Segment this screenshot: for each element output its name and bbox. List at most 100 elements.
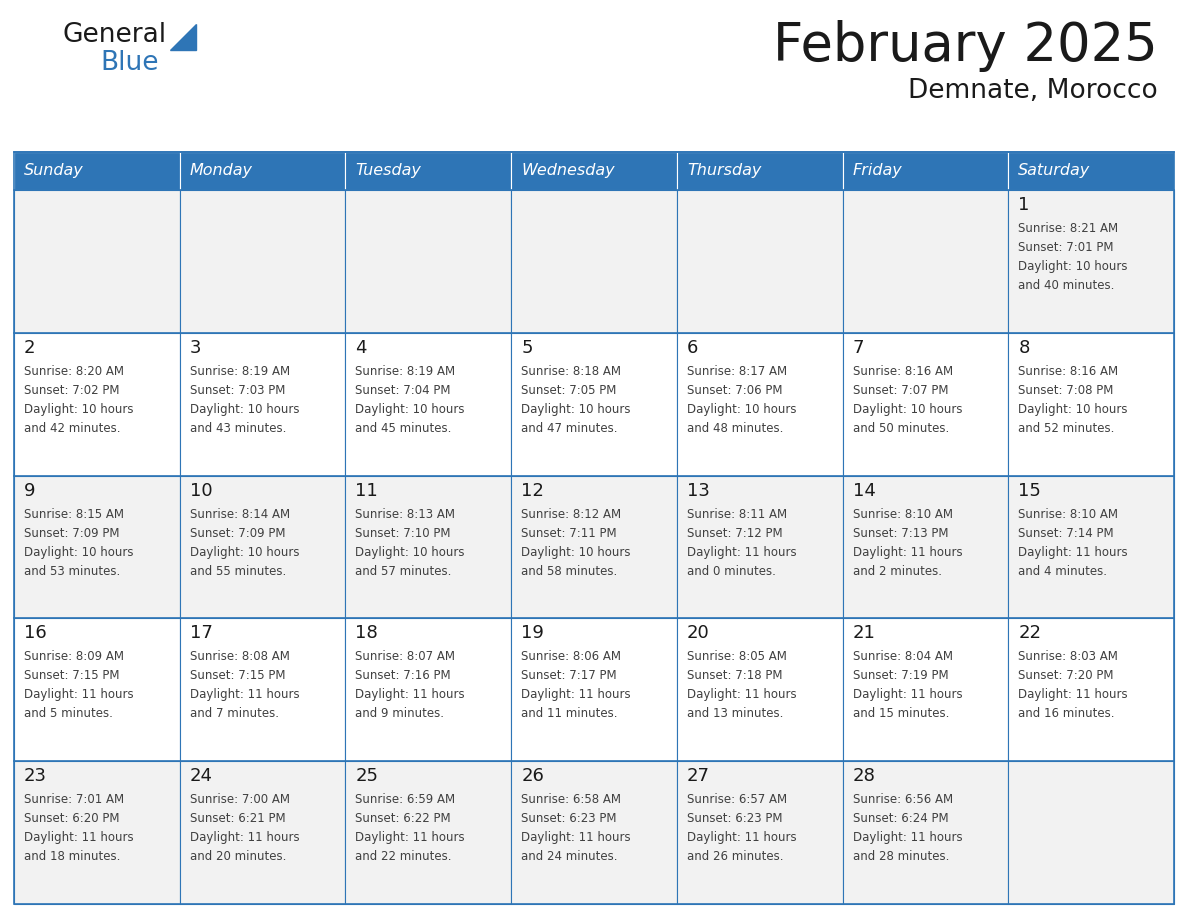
Text: Daylight: 10 hours: Daylight: 10 hours xyxy=(687,403,796,416)
Bar xyxy=(14,761,179,904)
Text: 8: 8 xyxy=(1018,339,1030,357)
Text: Sunset: 7:02 PM: Sunset: 7:02 PM xyxy=(24,384,120,397)
Text: Sunset: 6:22 PM: Sunset: 6:22 PM xyxy=(355,812,451,825)
Bar xyxy=(14,333,179,476)
Text: Sunrise: 6:57 AM: Sunrise: 6:57 AM xyxy=(687,793,786,806)
Bar xyxy=(1009,333,1174,476)
Polygon shape xyxy=(170,24,196,50)
Text: Sunset: 7:20 PM: Sunset: 7:20 PM xyxy=(1018,669,1114,682)
Text: General: General xyxy=(62,22,166,48)
Text: 6: 6 xyxy=(687,339,699,357)
Text: Daylight: 10 hours: Daylight: 10 hours xyxy=(190,545,299,558)
Text: Blue: Blue xyxy=(100,50,158,76)
Text: Sunset: 7:05 PM: Sunset: 7:05 PM xyxy=(522,384,617,397)
Text: Sunday: Sunday xyxy=(24,163,83,178)
Bar xyxy=(14,190,179,333)
Text: Sunset: 7:10 PM: Sunset: 7:10 PM xyxy=(355,527,451,540)
Text: 17: 17 xyxy=(190,624,213,643)
Text: Sunset: 7:09 PM: Sunset: 7:09 PM xyxy=(24,527,120,540)
Bar xyxy=(1009,152,1174,190)
Bar xyxy=(179,333,346,476)
Text: 12: 12 xyxy=(522,482,544,499)
Text: and 11 minutes.: and 11 minutes. xyxy=(522,708,618,721)
Text: 9: 9 xyxy=(24,482,36,499)
Text: Sunset: 6:20 PM: Sunset: 6:20 PM xyxy=(24,812,120,825)
Text: Sunrise: 8:13 AM: Sunrise: 8:13 AM xyxy=(355,508,455,521)
Text: Sunrise: 8:09 AM: Sunrise: 8:09 AM xyxy=(24,650,124,664)
Text: and 43 minutes.: and 43 minutes. xyxy=(190,421,286,435)
Text: Daylight: 10 hours: Daylight: 10 hours xyxy=(355,403,465,416)
Bar xyxy=(14,476,179,619)
Text: Sunrise: 8:11 AM: Sunrise: 8:11 AM xyxy=(687,508,786,521)
Bar xyxy=(677,333,842,476)
Bar xyxy=(677,761,842,904)
Bar xyxy=(511,476,677,619)
Text: Daylight: 11 hours: Daylight: 11 hours xyxy=(853,688,962,701)
Bar xyxy=(677,619,842,761)
Bar xyxy=(179,190,346,333)
Text: Sunset: 7:15 PM: Sunset: 7:15 PM xyxy=(190,669,285,682)
Text: Daylight: 11 hours: Daylight: 11 hours xyxy=(1018,688,1127,701)
Text: Sunset: 7:18 PM: Sunset: 7:18 PM xyxy=(687,669,783,682)
Bar xyxy=(14,152,179,190)
Bar xyxy=(14,152,1174,904)
Bar xyxy=(346,761,511,904)
Text: Sunrise: 8:10 AM: Sunrise: 8:10 AM xyxy=(1018,508,1118,521)
Bar xyxy=(677,190,842,333)
Text: 21: 21 xyxy=(853,624,876,643)
Text: 16: 16 xyxy=(24,624,46,643)
Text: Daylight: 11 hours: Daylight: 11 hours xyxy=(24,688,133,701)
Text: Sunset: 7:01 PM: Sunset: 7:01 PM xyxy=(1018,241,1114,254)
Text: Daylight: 11 hours: Daylight: 11 hours xyxy=(687,688,796,701)
Text: and 55 minutes.: and 55 minutes. xyxy=(190,565,286,577)
Text: Daylight: 10 hours: Daylight: 10 hours xyxy=(355,545,465,558)
Text: Sunset: 6:23 PM: Sunset: 6:23 PM xyxy=(522,812,617,825)
Bar xyxy=(511,333,677,476)
Text: Sunset: 7:08 PM: Sunset: 7:08 PM xyxy=(1018,384,1113,397)
Text: Sunrise: 7:01 AM: Sunrise: 7:01 AM xyxy=(24,793,124,806)
Text: and 22 minutes.: and 22 minutes. xyxy=(355,850,451,863)
Bar xyxy=(842,619,1009,761)
Text: Daylight: 11 hours: Daylight: 11 hours xyxy=(687,831,796,845)
Text: Daylight: 11 hours: Daylight: 11 hours xyxy=(190,831,299,845)
Text: Sunrise: 6:59 AM: Sunrise: 6:59 AM xyxy=(355,793,455,806)
Text: Daylight: 11 hours: Daylight: 11 hours xyxy=(190,688,299,701)
Text: 22: 22 xyxy=(1018,624,1042,643)
Text: 14: 14 xyxy=(853,482,876,499)
Text: Sunrise: 8:19 AM: Sunrise: 8:19 AM xyxy=(355,364,455,378)
Text: 26: 26 xyxy=(522,767,544,785)
Text: 15: 15 xyxy=(1018,482,1041,499)
Text: and 13 minutes.: and 13 minutes. xyxy=(687,708,783,721)
Text: Sunset: 7:09 PM: Sunset: 7:09 PM xyxy=(190,527,285,540)
Text: Monday: Monday xyxy=(190,163,253,178)
Text: and 40 minutes.: and 40 minutes. xyxy=(1018,279,1114,292)
Text: Sunset: 6:21 PM: Sunset: 6:21 PM xyxy=(190,812,285,825)
Text: 5: 5 xyxy=(522,339,532,357)
Text: Sunset: 7:04 PM: Sunset: 7:04 PM xyxy=(355,384,451,397)
Text: Sunrise: 8:08 AM: Sunrise: 8:08 AM xyxy=(190,650,290,664)
Text: Sunrise: 8:14 AM: Sunrise: 8:14 AM xyxy=(190,508,290,521)
Text: Sunrise: 8:16 AM: Sunrise: 8:16 AM xyxy=(853,364,953,378)
Text: and 52 minutes.: and 52 minutes. xyxy=(1018,421,1114,435)
Text: 4: 4 xyxy=(355,339,367,357)
Text: Sunset: 7:07 PM: Sunset: 7:07 PM xyxy=(853,384,948,397)
Text: Sunset: 6:23 PM: Sunset: 6:23 PM xyxy=(687,812,783,825)
Text: and 26 minutes.: and 26 minutes. xyxy=(687,850,783,863)
Text: Sunrise: 8:17 AM: Sunrise: 8:17 AM xyxy=(687,364,786,378)
Bar xyxy=(842,476,1009,619)
Text: Daylight: 10 hours: Daylight: 10 hours xyxy=(1018,260,1127,273)
Text: Tuesday: Tuesday xyxy=(355,163,422,178)
Bar xyxy=(179,619,346,761)
Text: Daylight: 10 hours: Daylight: 10 hours xyxy=(853,403,962,416)
Text: Daylight: 11 hours: Daylight: 11 hours xyxy=(355,688,465,701)
Text: 1: 1 xyxy=(1018,196,1030,214)
Text: and 28 minutes.: and 28 minutes. xyxy=(853,850,949,863)
Text: Daylight: 10 hours: Daylight: 10 hours xyxy=(522,403,631,416)
Text: Sunrise: 8:07 AM: Sunrise: 8:07 AM xyxy=(355,650,455,664)
Text: Sunset: 7:17 PM: Sunset: 7:17 PM xyxy=(522,669,617,682)
Text: Sunset: 7:12 PM: Sunset: 7:12 PM xyxy=(687,527,783,540)
Bar xyxy=(842,190,1009,333)
Text: Friday: Friday xyxy=(853,163,903,178)
Text: Sunset: 7:06 PM: Sunset: 7:06 PM xyxy=(687,384,783,397)
Text: 7: 7 xyxy=(853,339,864,357)
